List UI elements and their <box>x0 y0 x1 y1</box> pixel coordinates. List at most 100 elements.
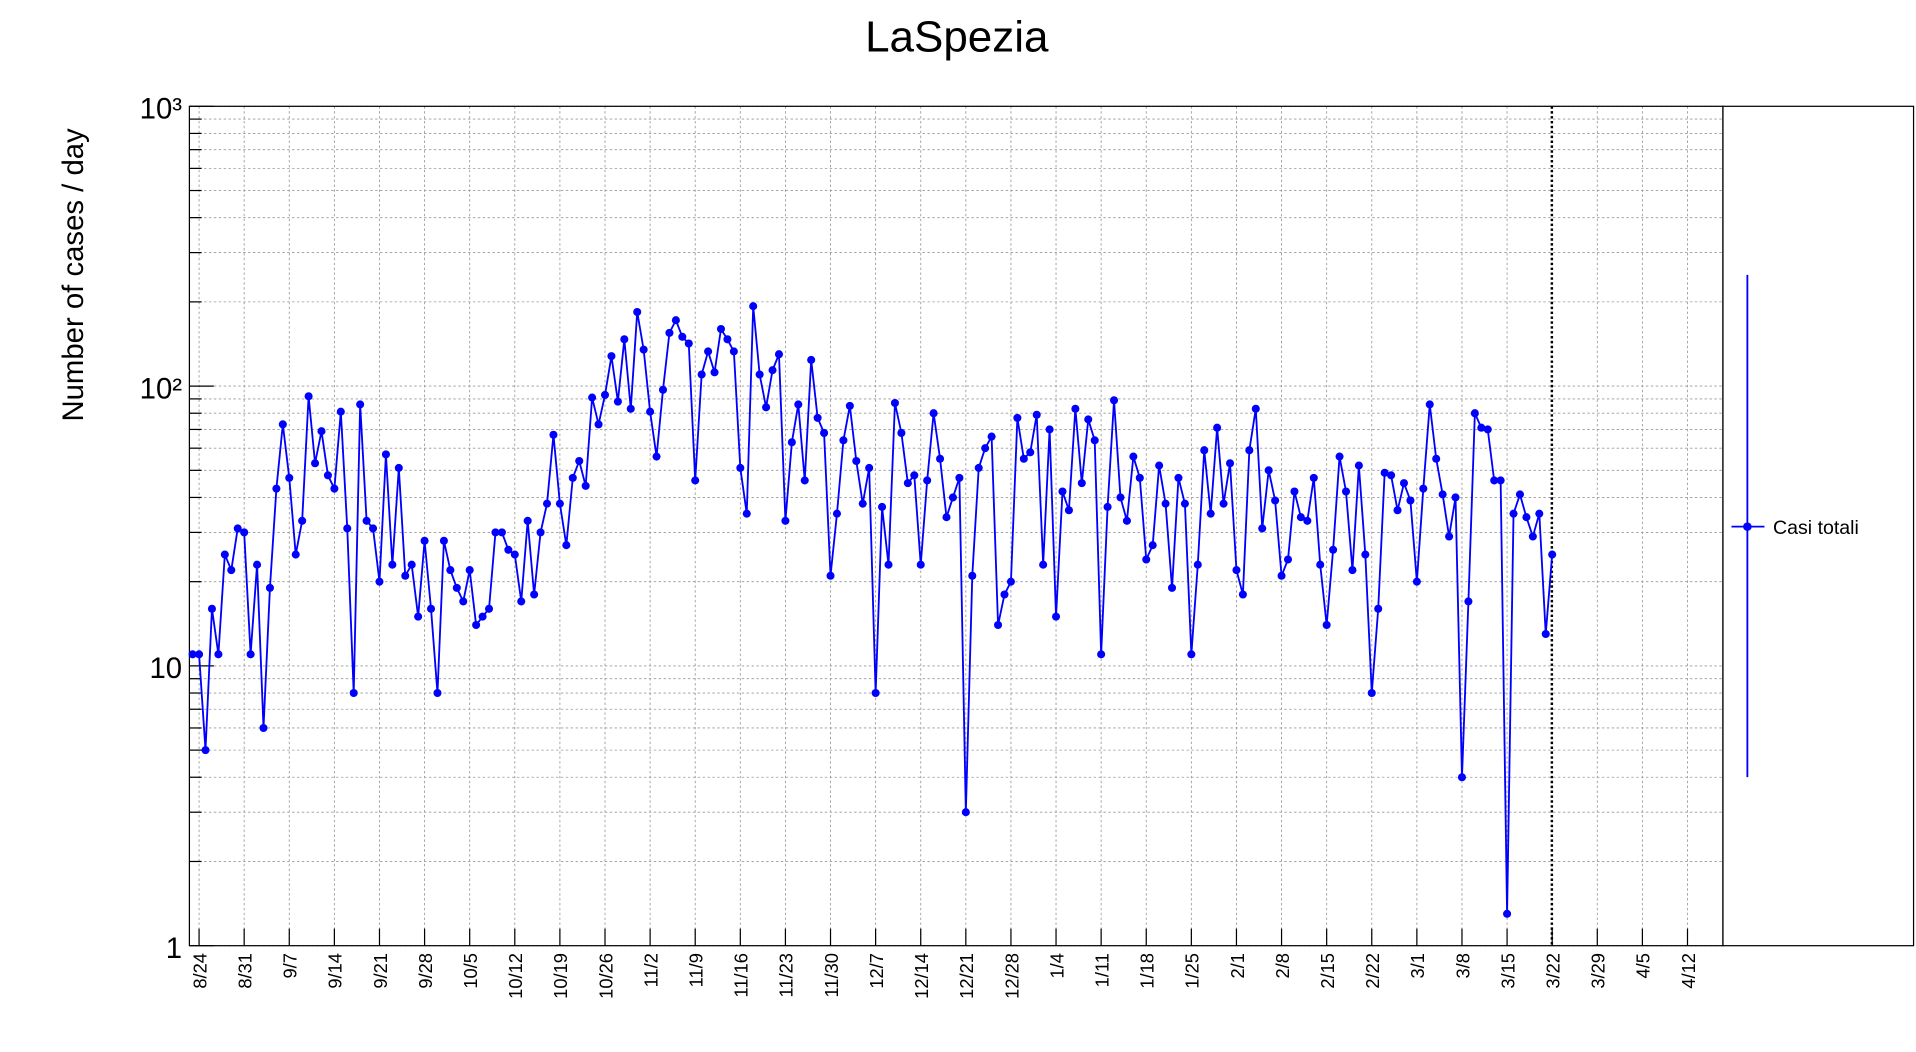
data-point <box>1412 577 1421 586</box>
data-point <box>1232 566 1241 575</box>
data-point <box>620 335 629 344</box>
data-point <box>704 347 713 356</box>
data-point <box>1097 650 1106 659</box>
data-point <box>1045 425 1054 434</box>
data-point <box>1367 688 1376 698</box>
data-point <box>1464 597 1473 606</box>
x-tick-label: 11/16 <box>731 953 752 997</box>
data-point <box>472 620 481 630</box>
data-point <box>936 454 945 463</box>
data-point <box>1109 396 1119 405</box>
x-tick-label: 3/8 <box>1452 953 1473 978</box>
data-point <box>311 459 320 468</box>
data-point <box>1374 604 1383 613</box>
x-tick-label: 12/28 <box>1001 953 1022 999</box>
x-tick-label: 2/22 <box>1362 953 1383 989</box>
data-point <box>414 612 423 621</box>
data-point <box>394 463 403 472</box>
data-point <box>1438 490 1447 499</box>
x-tick-label: 9/28 <box>415 953 436 989</box>
data-point <box>1283 555 1293 564</box>
data-point <box>1245 446 1254 455</box>
x-tick-label: 8/24 <box>189 953 210 989</box>
data-point <box>878 502 887 511</box>
data-point <box>478 612 487 621</box>
x-tick-label: 10/26 <box>595 953 616 999</box>
data-point <box>1541 629 1550 639</box>
data-point <box>852 456 861 466</box>
data-point <box>1180 499 1189 508</box>
data-point <box>807 355 816 364</box>
data-point <box>897 428 906 437</box>
data-point <box>195 650 204 659</box>
data-point <box>356 400 365 409</box>
data-point <box>691 476 700 485</box>
data-point <box>762 403 771 412</box>
data-point <box>1271 496 1280 505</box>
data-point <box>1399 479 1409 488</box>
data-point <box>504 545 513 554</box>
data-point <box>517 597 526 606</box>
data-point <box>549 430 558 439</box>
data-point <box>362 516 371 525</box>
data-point <box>1167 583 1177 592</box>
x-tick-label: 10/12 <box>505 953 526 999</box>
data-point <box>1142 555 1151 564</box>
data-point <box>652 452 661 461</box>
data-point <box>1335 452 1344 461</box>
data-point <box>1303 516 1312 525</box>
data-point <box>1193 560 1202 569</box>
data-point <box>639 345 648 354</box>
data-point <box>633 307 642 317</box>
data-point <box>253 560 262 569</box>
data-point <box>446 566 455 575</box>
x-tick-label: 1/11 <box>1091 953 1112 987</box>
data-point <box>388 560 397 569</box>
x-tick-label: 1/25 <box>1182 953 1203 989</box>
data-point <box>1509 509 1518 518</box>
data-point <box>497 528 506 537</box>
data-point <box>336 407 345 416</box>
data-point <box>1122 516 1131 525</box>
data-point <box>994 620 1003 630</box>
data-point <box>530 590 539 599</box>
x-tick-label: 2/1 <box>1227 953 1248 978</box>
data-point <box>1000 590 1009 599</box>
data-point <box>1380 468 1389 477</box>
data-point <box>375 577 384 586</box>
legend-label: Casi totali <box>1773 517 1859 539</box>
x-tick-label: 11/23 <box>776 953 797 997</box>
x-tick-label: 1/4 <box>1046 953 1067 978</box>
data-point <box>942 513 951 522</box>
data-point <box>265 583 274 592</box>
data-point <box>1432 454 1441 463</box>
data-point <box>1258 524 1267 533</box>
data-point <box>1348 566 1357 575</box>
x-tick-label: 10/19 <box>550 953 571 999</box>
data-point <box>800 476 809 485</box>
data-point <box>1387 471 1396 480</box>
data-point <box>646 407 655 416</box>
data-point <box>1251 404 1260 413</box>
data-point <box>246 650 255 659</box>
data-point <box>981 444 990 453</box>
data-point <box>658 385 668 394</box>
data-point <box>1116 493 1125 502</box>
data-point <box>1528 532 1537 541</box>
data-point <box>1535 509 1544 518</box>
data-point <box>865 463 874 472</box>
data-point <box>1026 448 1035 457</box>
data-point <box>1309 473 1318 482</box>
data-point <box>1406 496 1415 505</box>
data-point <box>369 524 378 533</box>
data-point <box>426 604 436 613</box>
data-point <box>826 571 835 580</box>
x-tick-label: 12/21 <box>956 953 977 999</box>
data-point <box>974 463 983 472</box>
data-point <box>568 473 577 482</box>
data-point <box>594 420 603 429</box>
data-point <box>323 471 332 480</box>
data-point <box>562 541 571 550</box>
data-point <box>781 516 790 525</box>
x-tick-label: 3/29 <box>1588 953 1609 989</box>
